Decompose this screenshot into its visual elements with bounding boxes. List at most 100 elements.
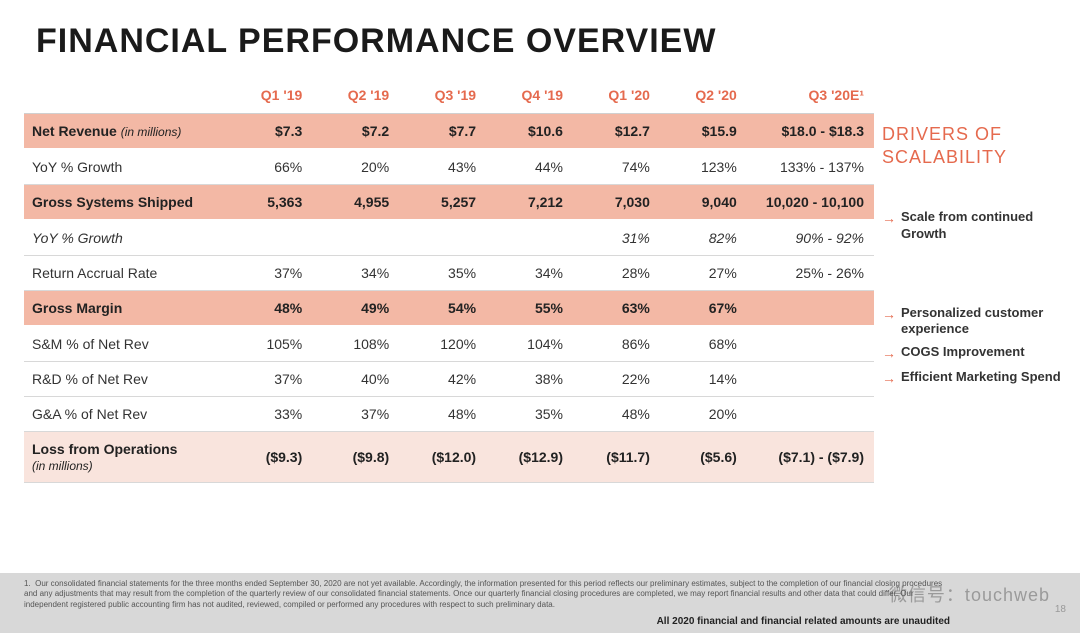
cell: 37% — [312, 397, 399, 432]
table-row: Gross Margin 48% 49% 54% 55% 63% 67% — [24, 291, 874, 327]
arrow-right-icon: → — [882, 369, 896, 387]
unaudited-note: All 2020 financial and financial related… — [657, 616, 950, 627]
content-area: Q1 '19 Q2 '19 Q3 '19 Q4 '19 Q1 '20 Q2 '2… — [0, 61, 1080, 483]
cell — [747, 326, 874, 362]
cell: 133% - 137% — [747, 149, 874, 185]
metric-label: Return Accrual Rate — [24, 256, 225, 291]
footnote-text: 1. Our consolidated financial statements… — [24, 579, 944, 610]
driver-label: Efficient Marketing Spend — [901, 369, 1061, 386]
watermark-text: 微信号：touchweb — [889, 581, 1050, 607]
cell: 40% — [312, 362, 399, 397]
table-row: YoY % Growth 31% 82% 90% - 92% — [24, 220, 874, 256]
page-number: 18 — [1055, 604, 1066, 615]
financial-table-wrap: Q1 '19 Q2 '19 Q3 '19 Q4 '19 Q1 '20 Q2 '2… — [24, 79, 874, 483]
table-row: R&D % of Net Rev 37% 40% 42% 38% 22% 14% — [24, 362, 874, 397]
cell: ($12.9) — [486, 432, 573, 483]
metric-label: R&D % of Net Rev — [24, 362, 225, 397]
cell: 34% — [312, 256, 399, 291]
cell: 37% — [225, 256, 312, 291]
cell: 28% — [573, 256, 660, 291]
cell: 67% — [660, 291, 747, 327]
cell: 10,020 - 10,100 — [747, 185, 874, 221]
arrow-right-icon: → — [882, 209, 896, 227]
cell — [747, 291, 874, 327]
cell: ($11.7) — [573, 432, 660, 483]
cell: 48% — [225, 291, 312, 327]
cell: 27% — [660, 256, 747, 291]
metric-label: Net Revenue (in millions) — [24, 114, 225, 150]
col-header: Q1 '20 — [573, 79, 660, 114]
sidebar-title: DRIVERS OFSCALABILITY — [882, 123, 1064, 176]
driver-item: → Personalized customer experience — [882, 302, 1064, 342]
cell: 86% — [573, 326, 660, 362]
cell: 20% — [312, 149, 399, 185]
col-header: Q3 '19 — [399, 79, 486, 114]
cell: 7,030 — [573, 185, 660, 221]
cell: 105% — [225, 326, 312, 362]
cell: 38% — [486, 362, 573, 397]
driver-item: → COGS Improvement — [882, 341, 1064, 365]
cell: 34% — [486, 256, 573, 291]
cell — [747, 397, 874, 432]
metric-label: YoY % Growth — [24, 220, 225, 256]
driver-item: → Scale from continued Growth — [882, 206, 1064, 246]
cell: $18.0 - $18.3 — [747, 114, 874, 150]
cell: 5,257 — [399, 185, 486, 221]
cell: 108% — [312, 326, 399, 362]
metric-label: YoY % Growth — [24, 149, 225, 185]
cell: 120% — [399, 326, 486, 362]
cell: 4,955 — [312, 185, 399, 221]
cell: 35% — [399, 256, 486, 291]
metric-label: G&A % of Net Rev — [24, 397, 225, 432]
cell: 49% — [312, 291, 399, 327]
cell: ($12.0) — [399, 432, 486, 483]
cell: 68% — [660, 326, 747, 362]
cell: 5,363 — [225, 185, 312, 221]
metric-label: Gross Systems Shipped — [24, 185, 225, 221]
cell: 82% — [660, 220, 747, 256]
cell: 25% - 26% — [747, 256, 874, 291]
col-header: Q2 '19 — [312, 79, 399, 114]
cell: $10.6 — [486, 114, 573, 150]
cell: 104% — [486, 326, 573, 362]
cell: 31% — [573, 220, 660, 256]
financial-table: Q1 '19 Q2 '19 Q3 '19 Q4 '19 Q1 '20 Q2 '2… — [24, 79, 874, 483]
cell: ($7.1) - ($7.9) — [747, 432, 874, 483]
table-row: Return Accrual Rate 37% 34% 35% 34% 28% … — [24, 256, 874, 291]
metric-label: S&M % of Net Rev — [24, 326, 225, 362]
metric-sub: (in millions) — [121, 125, 182, 139]
cell: 48% — [399, 397, 486, 432]
metric-label: Gross Margin — [24, 291, 225, 327]
table-row: Net Revenue (in millions) $7.3 $7.2 $7.7… — [24, 114, 874, 150]
cell — [399, 220, 486, 256]
cell: 48% — [573, 397, 660, 432]
cell: 42% — [399, 362, 486, 397]
table-row: Loss from Operations(in millions) ($9.3)… — [24, 432, 874, 483]
col-header: Q1 '19 — [225, 79, 312, 114]
cell: 63% — [573, 291, 660, 327]
cell — [747, 362, 874, 397]
cell: 74% — [573, 149, 660, 185]
col-header: Q3 '20E¹ — [747, 79, 874, 114]
cell: $7.7 — [399, 114, 486, 150]
driver-label: Scale from continued Growth — [901, 209, 1064, 243]
cell: $12.7 — [573, 114, 660, 150]
driver-label: COGS Improvement — [901, 344, 1025, 361]
page-title: FINANCIAL PERFORMANCE OVERVIEW — [0, 0, 1080, 61]
cell: 9,040 — [660, 185, 747, 221]
metric-sub: (in millions) — [32, 459, 93, 473]
cell: 7,212 — [486, 185, 573, 221]
cell: 33% — [225, 397, 312, 432]
cell: $7.3 — [225, 114, 312, 150]
cell: 14% — [660, 362, 747, 397]
driver-label: Personalized customer experience — [901, 305, 1064, 339]
cell — [486, 220, 573, 256]
cell: ($5.6) — [660, 432, 747, 483]
cell: ($9.3) — [225, 432, 312, 483]
arrow-right-icon: → — [882, 344, 896, 362]
table-row: S&M % of Net Rev 105% 108% 120% 104% 86%… — [24, 326, 874, 362]
col-header: Q2 '20 — [660, 79, 747, 114]
cell: $7.2 — [312, 114, 399, 150]
cell: ($9.8) — [312, 432, 399, 483]
cell: 22% — [573, 362, 660, 397]
